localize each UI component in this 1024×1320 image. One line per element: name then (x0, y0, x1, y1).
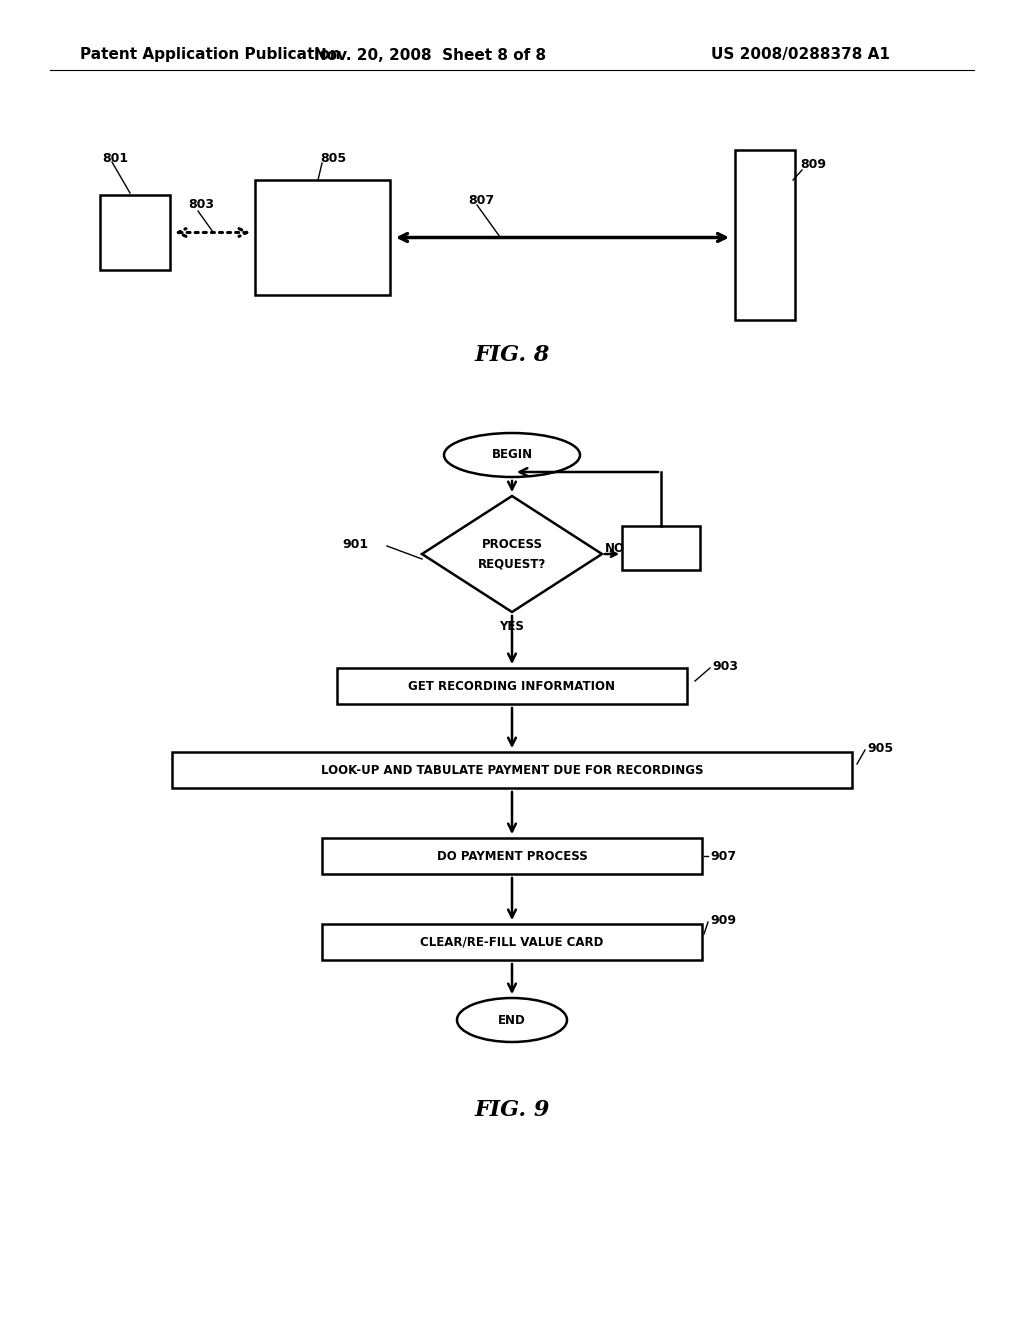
Text: LOOK-UP AND TABULATE PAYMENT DUE FOR RECORDINGS: LOOK-UP AND TABULATE PAYMENT DUE FOR REC… (321, 763, 703, 776)
Bar (337, 668, 687, 704)
Bar (322, 924, 702, 960)
Text: 809: 809 (800, 158, 826, 172)
Text: Nov. 20, 2008  Sheet 8 of 8: Nov. 20, 2008 Sheet 8 of 8 (314, 48, 546, 62)
Text: END: END (498, 1014, 526, 1027)
Text: GET RECORDING INFORMATION: GET RECORDING INFORMATION (409, 680, 615, 693)
Text: 903: 903 (712, 660, 738, 672)
Text: PROCESS: PROCESS (481, 537, 543, 550)
Bar (100, 195, 170, 271)
Bar (322, 838, 702, 874)
Text: 901: 901 (342, 537, 368, 550)
Text: 907: 907 (710, 850, 736, 862)
Ellipse shape (444, 433, 580, 477)
Text: FIG. 8: FIG. 8 (474, 345, 550, 366)
Bar (172, 752, 852, 788)
Text: 805: 805 (319, 152, 346, 165)
Text: NO: NO (605, 543, 625, 556)
Text: FIG. 9: FIG. 9 (474, 1100, 550, 1121)
Text: 801: 801 (102, 152, 128, 165)
Text: US 2008/0288378 A1: US 2008/0288378 A1 (711, 48, 890, 62)
Text: BEGIN: BEGIN (492, 449, 532, 462)
Polygon shape (422, 496, 602, 612)
Text: CLEAR/RE-FILL VALUE CARD: CLEAR/RE-FILL VALUE CARD (420, 936, 604, 949)
Bar (255, 180, 390, 294)
Text: YES: YES (500, 619, 524, 632)
Text: DO PAYMENT PROCESS: DO PAYMENT PROCESS (436, 850, 588, 862)
Bar (735, 150, 795, 319)
Text: 807: 807 (468, 194, 495, 206)
Bar (622, 525, 700, 570)
Text: 905: 905 (867, 742, 893, 755)
Text: 909: 909 (710, 913, 736, 927)
Text: Patent Application Publication: Patent Application Publication (80, 48, 341, 62)
Ellipse shape (457, 998, 567, 1041)
Text: REQUEST?: REQUEST? (478, 557, 546, 570)
Text: 803: 803 (188, 198, 214, 211)
